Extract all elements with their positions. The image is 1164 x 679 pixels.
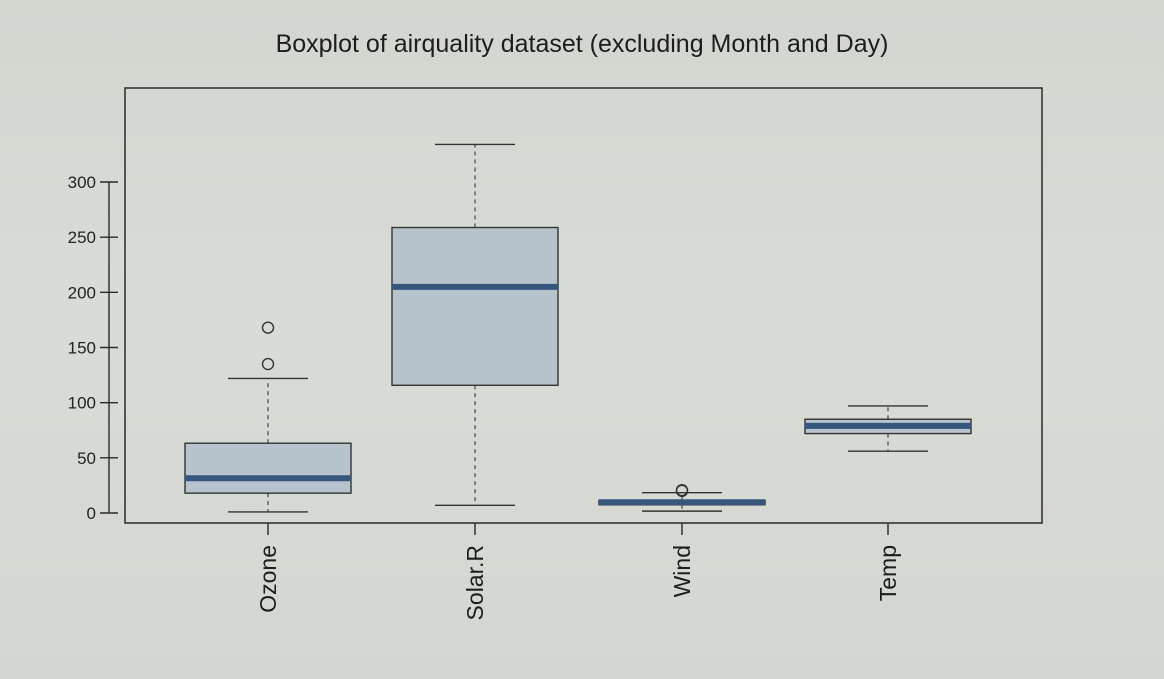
chart-title: Boxplot of airquality dataset (excluding… bbox=[276, 30, 889, 58]
y-tick-label: 200 bbox=[68, 283, 96, 302]
plot-frame bbox=[124, 87, 1043, 524]
x-tick-label: Wind bbox=[669, 545, 695, 597]
box-iqr bbox=[184, 442, 352, 494]
x-tick-label: Solar.R bbox=[462, 545, 488, 620]
outlier-point bbox=[261, 357, 275, 371]
y-axis: 0 50 100 150 200 250 300 bbox=[68, 173, 118, 523]
y-tick-label: 0 bbox=[87, 504, 96, 523]
x-tick-label: Ozone bbox=[255, 545, 281, 613]
outlier-point bbox=[261, 321, 275, 334]
y-tick-label: 50 bbox=[77, 449, 96, 468]
y-tick-label: 100 bbox=[68, 394, 96, 413]
box-group-ozone bbox=[184, 321, 352, 513]
outlier-point bbox=[675, 483, 689, 497]
x-tick-label: Temp bbox=[875, 545, 901, 601]
boxes bbox=[184, 143, 972, 513]
box-group-wind bbox=[598, 483, 766, 512]
x-axis: Ozone Solar.R Wind Temp bbox=[255, 523, 901, 620]
y-tick-label: 250 bbox=[68, 228, 96, 247]
box-iqr bbox=[391, 226, 559, 386]
box-group-solar-r bbox=[391, 143, 559, 506]
box-group-temp bbox=[804, 405, 972, 452]
y-tick-label: 150 bbox=[68, 339, 96, 358]
y-tick-label: 300 bbox=[68, 173, 96, 192]
